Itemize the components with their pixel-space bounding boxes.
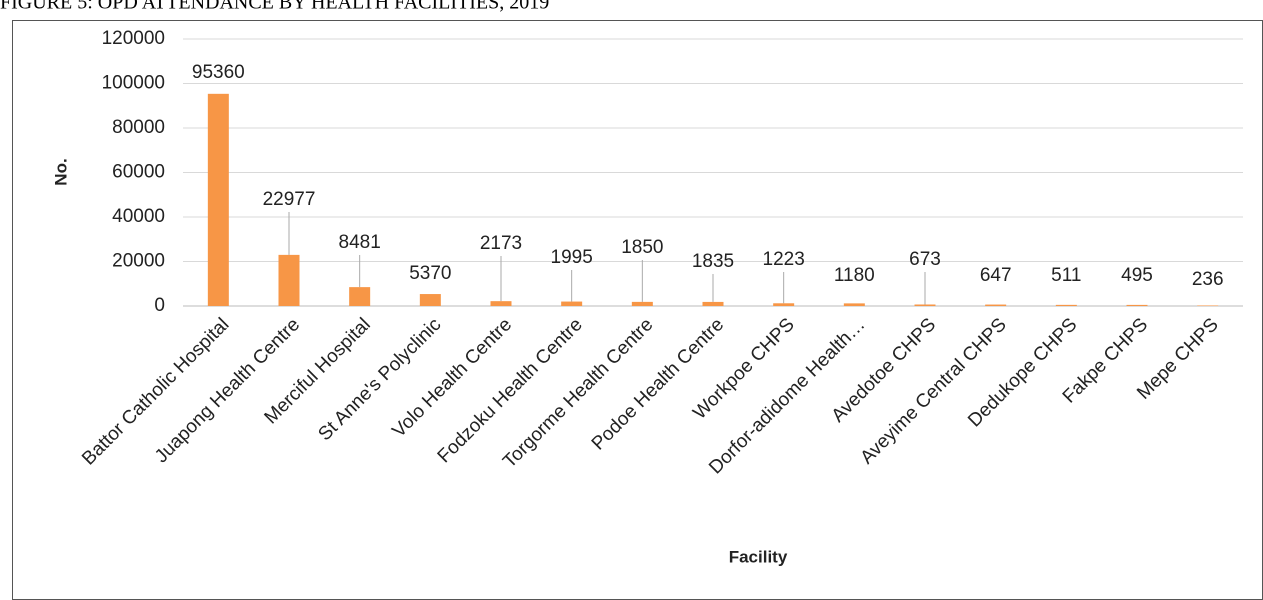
y-tick-label: 80000 [112, 117, 165, 138]
bar [207, 93, 229, 306]
bar [1197, 305, 1219, 306]
bar [843, 303, 865, 306]
bar [631, 301, 653, 306]
data-label: 1850 [621, 237, 663, 258]
bar [1126, 304, 1148, 306]
data-label: 2173 [480, 233, 522, 254]
y-tick-label: 120000 [102, 28, 165, 49]
data-label: 647 [980, 265, 1012, 286]
bar [278, 254, 300, 306]
bar [914, 304, 936, 306]
bar [985, 304, 1007, 306]
x-axis-title: Facility [729, 547, 788, 566]
data-label: 1180 [834, 265, 875, 286]
data-label: 5370 [409, 263, 451, 284]
bar [773, 303, 795, 306]
bar [490, 301, 512, 306]
data-label: 236 [1192, 269, 1224, 290]
bar [702, 301, 724, 306]
data-label: 511 [1051, 265, 1081, 286]
chart-title: FIGURE 5: OPD ATTENDANCE BY HEALTH FACIL… [0, 0, 549, 14]
bar [561, 301, 583, 306]
chart-frame [12, 20, 1263, 600]
bar [349, 287, 371, 306]
y-tick-label: 20000 [112, 251, 165, 272]
data-label: 673 [909, 249, 941, 270]
data-label: 1835 [692, 251, 734, 272]
bar [1055, 304, 1077, 306]
data-label: 1995 [551, 247, 593, 268]
y-tick-label: 40000 [112, 206, 165, 227]
y-tick-label: 100000 [102, 73, 165, 94]
data-label: 8481 [339, 232, 381, 253]
data-label: 495 [1121, 265, 1153, 286]
data-label: 95360 [192, 62, 245, 83]
data-label: 22977 [263, 189, 316, 210]
y-tick-label: 60000 [112, 162, 165, 183]
bar [419, 294, 441, 306]
data-label: 1223 [763, 249, 805, 270]
y-tick-label: 0 [154, 295, 165, 316]
y-axis-title: No. [51, 158, 70, 185]
